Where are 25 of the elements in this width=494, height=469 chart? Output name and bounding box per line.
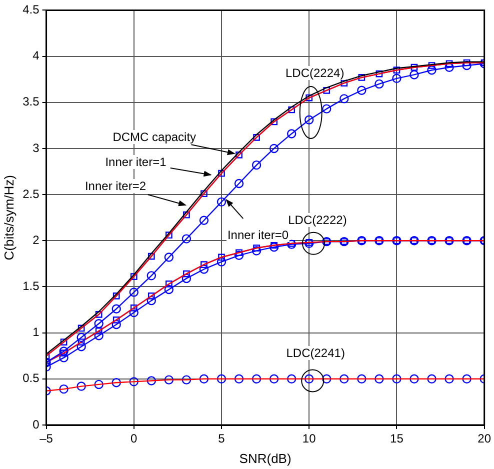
y-tick-label: 0.5 [22,371,40,386]
annotation: LDC(2222) [287,213,348,228]
y-tick-label: 4.5 [22,2,40,17]
y-tick-label: 1.5 [22,279,40,294]
annotation: LDC(2224) [284,66,346,80]
x-tick-label: –5 [40,432,54,446]
x-tick-label: 10 [302,432,316,446]
annotation: DCMC capacity [112,130,198,144]
y-tick-label: 2.5 [22,186,40,201]
y-tick-label: 0 [32,417,40,432]
x-tick-label: 5 [218,432,226,446]
annotation: Inner iter=1 [104,155,168,170]
y-tick-label: 1 [32,325,40,340]
x-tick-label: 0 [130,432,138,446]
x-axis-title: SNR(dB) [239,450,292,466]
annotation: Inner iter=2 [84,178,148,193]
y-tick-label: 4 [32,48,40,63]
x-tick-label: 15 [390,432,404,446]
y-axis-title: C(bits/sym/Hz) [1,174,16,260]
annotation: Inner iter=0 [226,228,290,242]
x-tick-label: 20 [478,432,492,446]
y-tick-label: 2 [32,232,40,247]
y-tick-label: 3.5 [22,94,40,109]
annotation: LDC(2241) [285,346,346,360]
y-tick-label: 3 [32,140,40,155]
